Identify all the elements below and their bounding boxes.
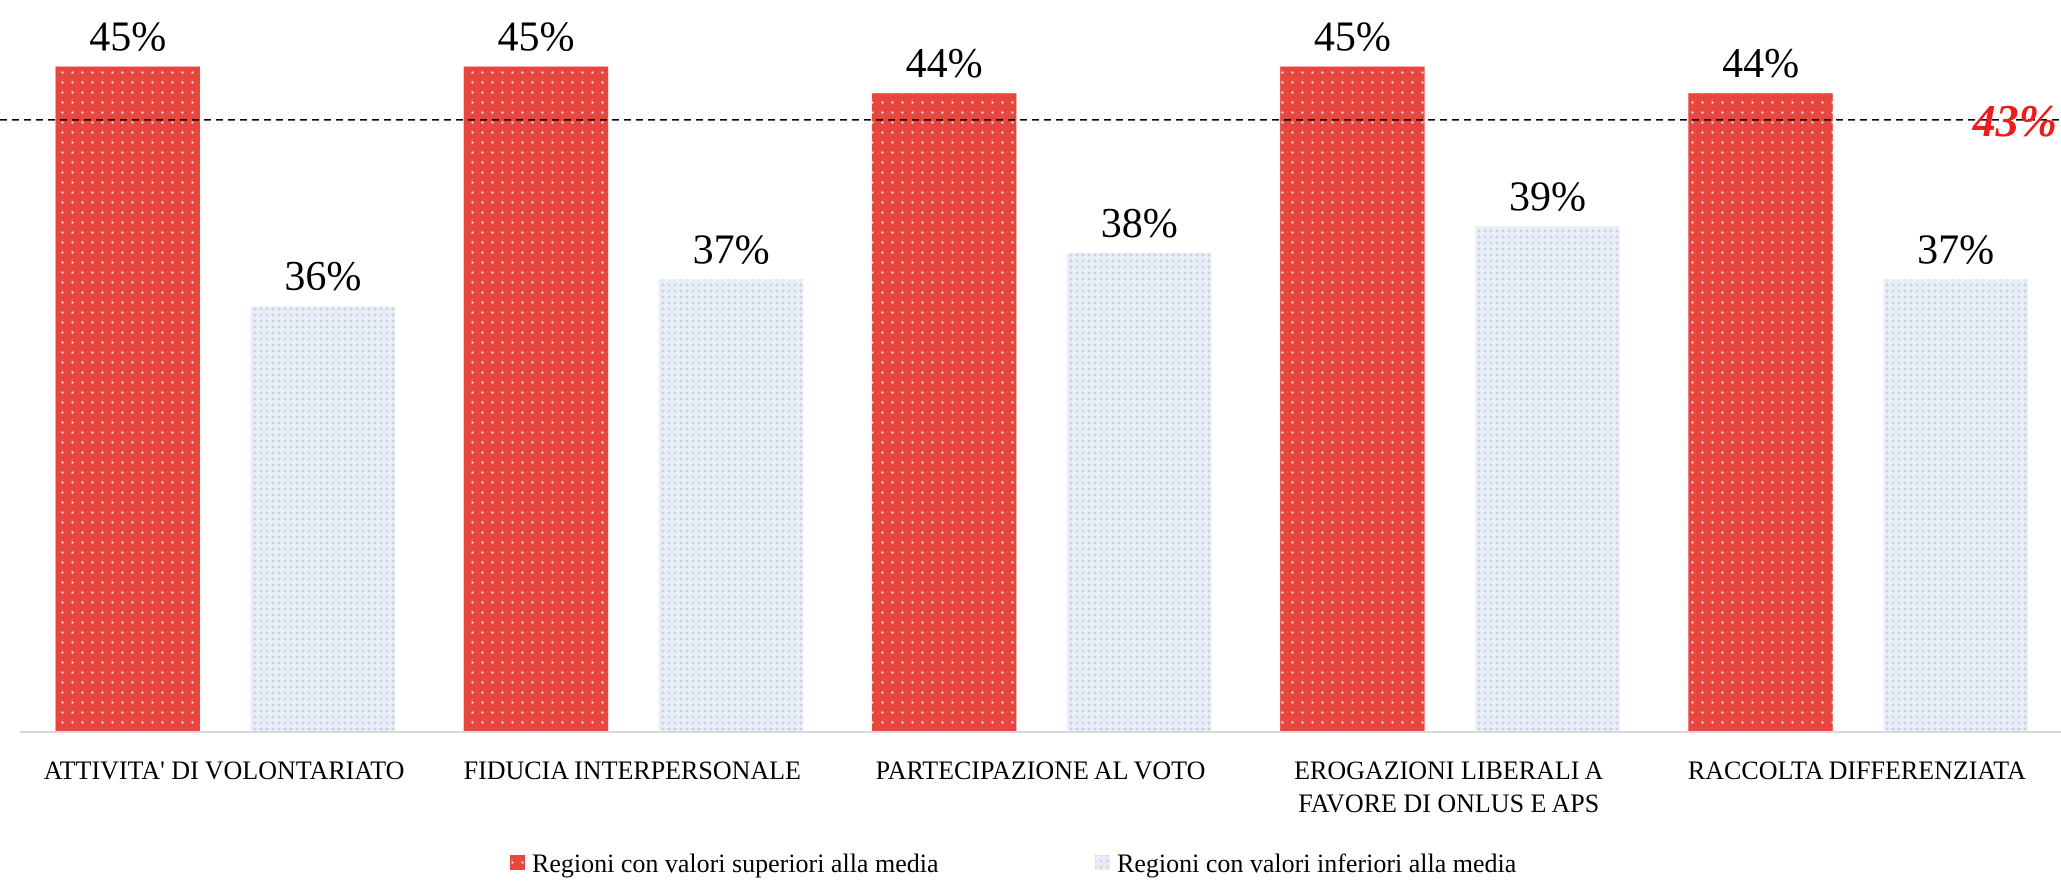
bar <box>55 66 201 732</box>
legend-swatch <box>1095 855 1110 870</box>
x-tick-label: RACCOLTA DIFFERENZIATA <box>1688 756 2026 785</box>
bar <box>250 306 396 732</box>
bar <box>1067 252 1212 732</box>
data-label: 45% <box>497 15 574 61</box>
data-label: 37% <box>1917 227 1994 273</box>
x-tick-label: ATTIVITA' DI VOLONTARIATO <box>44 756 405 785</box>
data-label: 38% <box>1101 201 1178 247</box>
x-tick-label-line: EROGAZIONI LIBERALI A <box>1294 756 1603 785</box>
bar <box>871 93 1017 732</box>
legend-label: Regioni con valori inferiori alla media <box>1117 849 1517 878</box>
data-label: 45% <box>1314 15 1391 61</box>
data-label: 37% <box>693 227 770 273</box>
data-label: 44% <box>1722 41 1799 87</box>
bar <box>658 279 804 732</box>
bar <box>1475 226 1620 732</box>
data-label: 36% <box>284 254 361 300</box>
x-tick-label-line: ATTIVITA' DI VOLONTARIATO <box>44 756 405 785</box>
data-label: 44% <box>906 41 983 87</box>
x-tick-label-line: PARTECIPAZIONE AL VOTO <box>876 756 1206 785</box>
legend-label: Regioni con valori superiori alla media <box>532 849 939 878</box>
x-tick-label: PARTECIPAZIONE AL VOTO <box>876 756 1206 785</box>
data-label: 39% <box>1509 174 1586 220</box>
bar <box>1883 279 2028 732</box>
x-tick-label-line: RACCOLTA DIFFERENZIATA <box>1688 756 2026 785</box>
x-tick-label: EROGAZIONI LIBERALI A FAVORE DI ONLUS E A… <box>1294 756 1603 818</box>
legend-swatch <box>510 855 525 870</box>
data-label: 45% <box>89 15 166 61</box>
x-tick-label: FIDUCIA INTERPERSONALE <box>464 756 801 785</box>
bar <box>1688 93 1833 732</box>
bar <box>1280 66 1425 732</box>
x-tick-label-line: FIDUCIA INTERPERSONALE <box>464 756 801 785</box>
bar <box>463 66 609 732</box>
x-tick-label-line: FAVORE DI ONLUS E APS <box>1298 789 1599 818</box>
reference-label: 43% <box>1972 95 2057 146</box>
